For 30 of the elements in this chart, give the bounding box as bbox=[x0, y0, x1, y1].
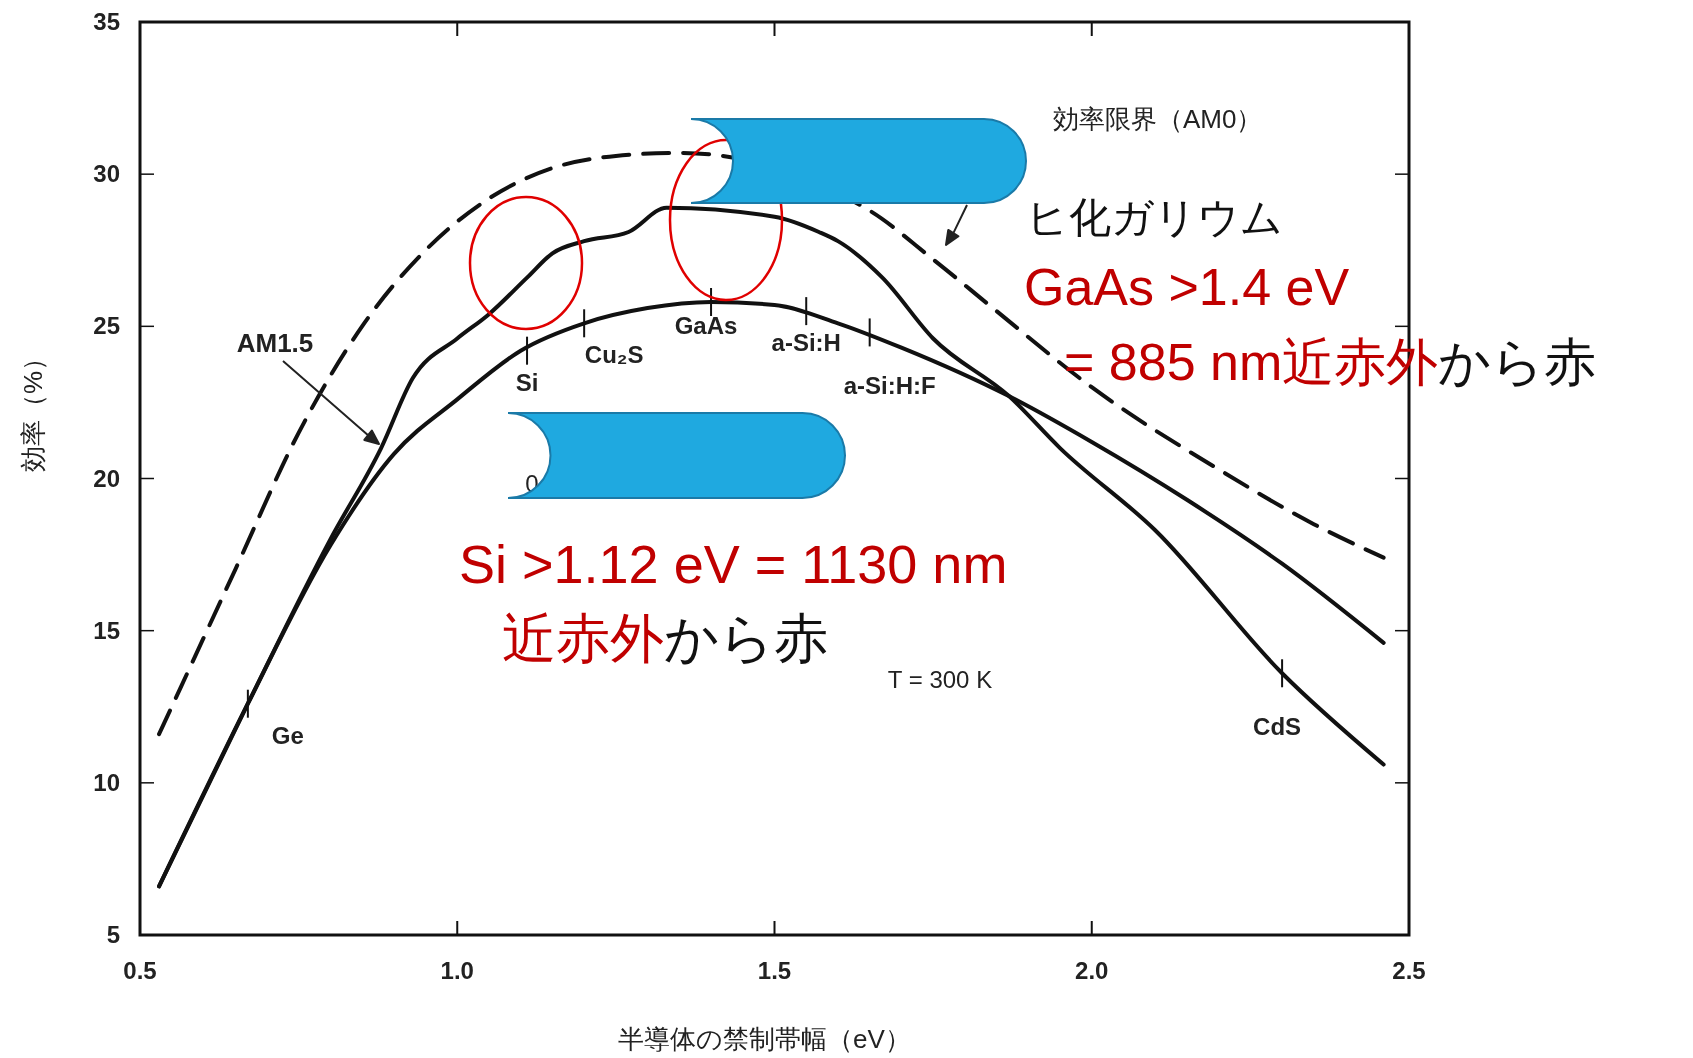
annotation: Cu₂S bbox=[584, 341, 644, 369]
annotation: 近赤外 bbox=[502, 608, 664, 668]
x-tick-label: 2.0 bbox=[1075, 957, 1109, 984]
y-tick-label: 20 bbox=[93, 464, 120, 492]
annotation: a-Si:H bbox=[771, 329, 841, 357]
x-tick-label: 0.5 bbox=[123, 957, 157, 984]
annotation: 効率限界（AM0） bbox=[1053, 104, 1263, 134]
annotation: Si >1.12 eV = 1130 nm bbox=[459, 534, 1008, 594]
annotation: GaAs >1.4 eV bbox=[1024, 258, 1350, 316]
text: から赤 bbox=[1438, 333, 1597, 391]
y-tick-label: 10 bbox=[93, 768, 120, 796]
x-axis-title: 半導体の禁制帯幅（eV） bbox=[618, 1024, 911, 1054]
annotation: a-Si:H:F bbox=[843, 372, 936, 400]
annotation: Si bbox=[515, 368, 539, 396]
y-tick-label: 30 bbox=[93, 160, 120, 188]
y-tick-label: 25 bbox=[93, 312, 120, 340]
y-tick-label: 15 bbox=[93, 616, 120, 644]
annotation: から赤 bbox=[664, 608, 828, 668]
annotation: T = 300 K bbox=[887, 666, 993, 693]
y-tick-label: 5 bbox=[106, 921, 120, 948]
y-tick-label: 35 bbox=[93, 8, 120, 35]
y-axis-title: 効率（%） bbox=[18, 344, 48, 473]
x-tick-label: 1.0 bbox=[440, 957, 474, 984]
annotation: ヒ化ガリウム bbox=[1026, 194, 1283, 241]
annotation: Ge bbox=[271, 721, 304, 749]
x-tick-label: 1.5 bbox=[757, 957, 792, 984]
x-tick-label: 2.5 bbox=[1392, 957, 1426, 984]
annotation: GaAs bbox=[674, 311, 738, 339]
annotation: CdS bbox=[1253, 713, 1302, 741]
annotation: AM1.5 bbox=[236, 328, 314, 358]
